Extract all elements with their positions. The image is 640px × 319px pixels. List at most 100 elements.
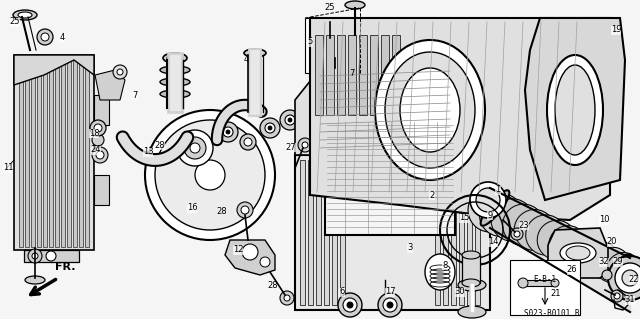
Text: 11: 11 — [3, 164, 13, 173]
Text: 17: 17 — [385, 287, 396, 296]
Text: FR.: FR. — [55, 262, 76, 272]
Text: 30: 30 — [454, 287, 465, 296]
Ellipse shape — [25, 276, 45, 284]
Bar — [49, 58, 53, 247]
Circle shape — [614, 293, 620, 299]
Text: 20: 20 — [607, 238, 617, 247]
Text: 21: 21 — [551, 288, 561, 298]
Circle shape — [240, 134, 256, 150]
Text: 26: 26 — [566, 265, 577, 275]
Polygon shape — [392, 35, 400, 115]
Ellipse shape — [514, 210, 555, 250]
Bar — [459, 160, 464, 305]
Ellipse shape — [607, 253, 640, 287]
Text: 12: 12 — [233, 246, 243, 255]
Ellipse shape — [560, 243, 596, 263]
Bar — [31, 58, 35, 247]
Circle shape — [338, 293, 362, 317]
Bar — [510, 260, 580, 315]
Polygon shape — [310, 18, 610, 220]
Ellipse shape — [584, 242, 620, 278]
Circle shape — [190, 143, 200, 153]
Bar — [37, 58, 41, 247]
Circle shape — [514, 231, 520, 237]
Text: 19: 19 — [611, 26, 621, 34]
Bar — [435, 160, 440, 305]
Ellipse shape — [468, 188, 512, 232]
Text: 25: 25 — [324, 3, 335, 11]
Text: 22: 22 — [628, 276, 639, 285]
Circle shape — [96, 151, 104, 159]
Ellipse shape — [345, 1, 365, 9]
Ellipse shape — [160, 66, 190, 74]
Text: 1: 1 — [495, 186, 500, 195]
Ellipse shape — [491, 199, 534, 241]
Circle shape — [511, 228, 523, 240]
Circle shape — [32, 253, 38, 259]
Circle shape — [343, 298, 357, 312]
Polygon shape — [295, 70, 490, 155]
Bar — [329, 68, 341, 76]
Circle shape — [551, 279, 559, 287]
Bar — [24, 250, 79, 262]
Text: 28: 28 — [217, 207, 227, 217]
Ellipse shape — [18, 12, 32, 18]
Polygon shape — [326, 35, 334, 115]
Circle shape — [280, 291, 294, 305]
Circle shape — [223, 127, 233, 137]
Text: 8: 8 — [442, 261, 448, 270]
Bar — [348, 30, 362, 38]
Ellipse shape — [608, 256, 640, 300]
Circle shape — [177, 130, 213, 166]
Polygon shape — [525, 18, 625, 200]
Circle shape — [94, 124, 102, 132]
Text: 24: 24 — [91, 145, 101, 154]
Ellipse shape — [400, 68, 460, 152]
Circle shape — [285, 115, 295, 125]
Circle shape — [184, 137, 206, 159]
Text: 4: 4 — [243, 56, 248, 64]
Ellipse shape — [618, 258, 640, 292]
Ellipse shape — [345, 128, 425, 168]
Circle shape — [218, 122, 238, 142]
Ellipse shape — [458, 306, 486, 318]
Ellipse shape — [548, 226, 588, 264]
Polygon shape — [315, 35, 323, 115]
Ellipse shape — [458, 279, 486, 291]
Text: 6: 6 — [339, 287, 345, 296]
Bar — [308, 160, 313, 305]
Text: 5: 5 — [307, 38, 312, 47]
Circle shape — [470, 182, 506, 218]
Text: 25: 25 — [10, 18, 20, 26]
Bar — [475, 160, 480, 305]
Bar — [55, 58, 59, 247]
Circle shape — [90, 120, 106, 136]
Polygon shape — [95, 70, 125, 100]
Bar — [14, 55, 94, 250]
Ellipse shape — [244, 49, 266, 57]
Circle shape — [37, 29, 53, 45]
Bar — [300, 160, 305, 305]
Bar — [325, 120, 455, 235]
Circle shape — [41, 33, 49, 41]
Ellipse shape — [160, 78, 190, 86]
Circle shape — [559, 290, 569, 300]
Ellipse shape — [572, 236, 609, 273]
Circle shape — [244, 138, 252, 146]
Circle shape — [554, 285, 574, 305]
Ellipse shape — [462, 251, 480, 259]
Circle shape — [476, 188, 500, 212]
Text: 28: 28 — [268, 281, 278, 291]
Ellipse shape — [385, 52, 475, 168]
Ellipse shape — [425, 254, 455, 290]
Bar — [340, 160, 345, 305]
Bar — [451, 160, 456, 305]
Ellipse shape — [13, 10, 37, 20]
Text: S023-B0101 B: S023-B0101 B — [524, 308, 580, 317]
Polygon shape — [14, 55, 94, 85]
Circle shape — [518, 278, 528, 288]
Text: 14: 14 — [488, 238, 499, 247]
Text: 3: 3 — [407, 243, 413, 253]
Text: 9: 9 — [488, 211, 493, 219]
Polygon shape — [225, 240, 275, 275]
